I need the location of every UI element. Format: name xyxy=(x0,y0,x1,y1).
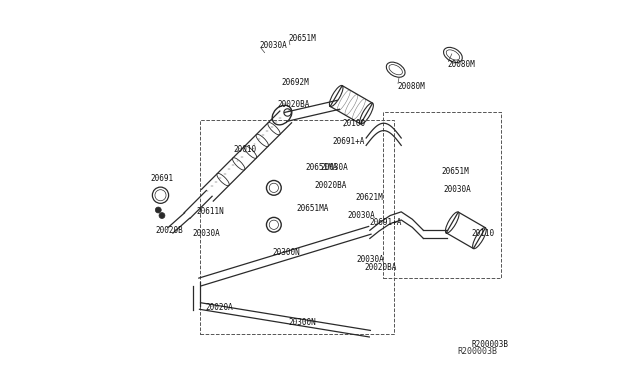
Text: 20030A: 20030A xyxy=(320,163,348,172)
Text: R200003B: R200003B xyxy=(457,347,497,356)
Text: 20030A: 20030A xyxy=(193,230,220,238)
Text: 20010: 20010 xyxy=(233,145,257,154)
Text: 20100: 20100 xyxy=(342,119,365,128)
Text: 20651M: 20651M xyxy=(442,167,470,176)
Text: R200003B: R200003B xyxy=(472,340,508,349)
Text: 20651MA: 20651MA xyxy=(305,163,338,172)
Text: 20110: 20110 xyxy=(472,230,495,238)
Text: 20080M: 20080M xyxy=(397,82,426,91)
FancyBboxPatch shape xyxy=(136,1,504,371)
Text: 20300N: 20300N xyxy=(272,248,300,257)
Text: 20020BA: 20020BA xyxy=(278,100,310,109)
Text: 20020B: 20020B xyxy=(156,226,184,235)
Text: 20691+A: 20691+A xyxy=(370,218,402,227)
Text: 20611N: 20611N xyxy=(196,207,224,217)
Text: 20691+A: 20691+A xyxy=(333,137,365,146)
Text: 20621M: 20621M xyxy=(355,193,383,202)
Text: 20692M: 20692M xyxy=(281,78,309,87)
Text: 20020A: 20020A xyxy=(205,303,234,312)
Text: 20030A: 20030A xyxy=(259,41,287,50)
Text: 20651MA: 20651MA xyxy=(296,203,328,213)
Text: 20030A: 20030A xyxy=(348,211,376,220)
Circle shape xyxy=(159,212,165,218)
Text: 20080M: 20080M xyxy=(447,60,475,69)
Text: 20020BA: 20020BA xyxy=(364,263,397,272)
Text: 20691: 20691 xyxy=(150,174,173,183)
Text: 20651M: 20651M xyxy=(289,34,316,43)
Text: 20020BA: 20020BA xyxy=(314,182,347,190)
Circle shape xyxy=(156,207,161,213)
Text: 20030A: 20030A xyxy=(444,185,472,194)
Text: 20030A: 20030A xyxy=(357,255,385,264)
Text: 20300N: 20300N xyxy=(289,318,316,327)
